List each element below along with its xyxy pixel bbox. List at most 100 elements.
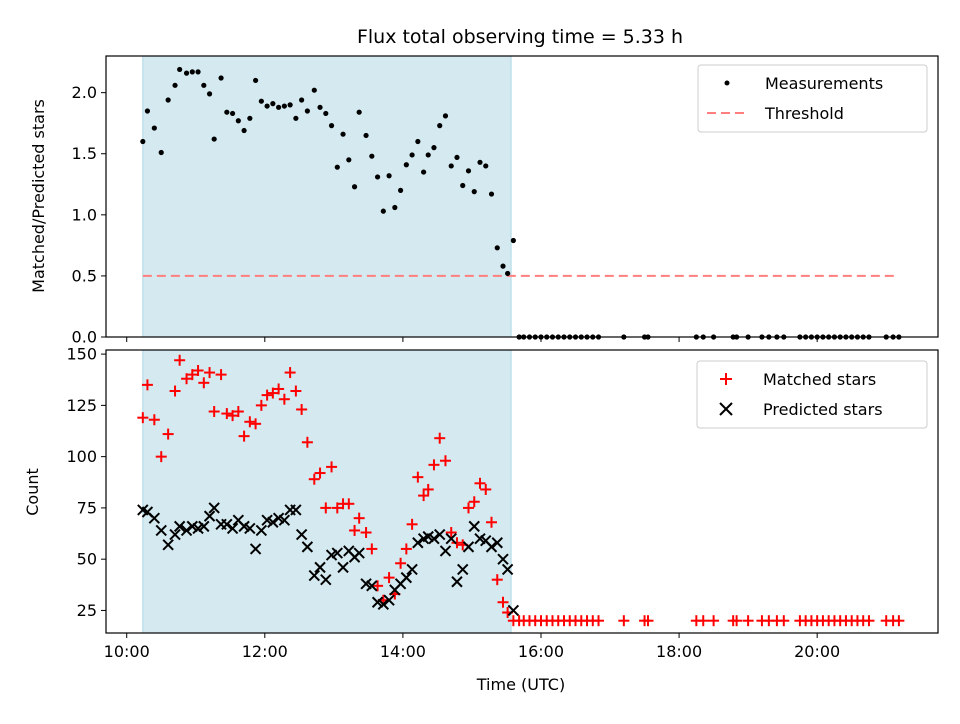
matched-star-point bbox=[267, 387, 279, 399]
measurement-point bbox=[258, 98, 264, 104]
measurement-point bbox=[369, 153, 375, 159]
matched-star-point bbox=[412, 471, 424, 483]
predicted-star-point bbox=[255, 524, 268, 537]
top-panel: 0.00.51.01.52.0 Matched/Predicted stars … bbox=[29, 55, 939, 347]
measurement-point bbox=[317, 104, 323, 110]
measurement-point bbox=[211, 136, 217, 142]
measurement-point bbox=[158, 149, 164, 156]
top-y-axis-label: Matched/Predicted stars bbox=[29, 99, 48, 293]
measurement-point bbox=[351, 184, 358, 190]
bottom-y-tick-label: 150 bbox=[66, 345, 97, 364]
predicted-star-point bbox=[451, 576, 463, 588]
measurements-legend-marker bbox=[724, 80, 730, 86]
matched-star-point bbox=[497, 596, 509, 608]
matched-star-point bbox=[445, 527, 457, 539]
predicted-star-point bbox=[180, 524, 193, 537]
matched-star-point bbox=[148, 414, 160, 426]
top-y-tick-label: 2.0 bbox=[72, 83, 97, 102]
measurement-point bbox=[328, 123, 335, 129]
measurement-point bbox=[195, 69, 201, 75]
measurement-point bbox=[500, 263, 506, 269]
predicted-star-point bbox=[485, 541, 498, 553]
measurement-point bbox=[374, 174, 381, 180]
measurement-point bbox=[287, 102, 293, 108]
predicted-star-point bbox=[434, 528, 446, 541]
measurement-point bbox=[299, 97, 305, 103]
measurement-point bbox=[172, 82, 178, 88]
measurement-point bbox=[505, 270, 511, 277]
measurement-point bbox=[356, 109, 362, 115]
matched-star-point bbox=[221, 408, 233, 420]
matched-star-point bbox=[198, 377, 210, 389]
predicted-star-point bbox=[491, 537, 503, 549]
predicted-star-point bbox=[377, 598, 390, 610]
threshold-legend-label: Threshold bbox=[764, 104, 844, 123]
measurement-point bbox=[363, 132, 369, 139]
matched-star-point bbox=[366, 543, 378, 555]
matched-star-point bbox=[208, 406, 220, 418]
matched-star-point bbox=[406, 518, 418, 530]
measurement-point bbox=[311, 87, 317, 93]
matched-star-point bbox=[308, 473, 320, 485]
matched-star-point bbox=[863, 615, 875, 627]
measurement-point bbox=[201, 82, 207, 88]
predicted-star-point bbox=[501, 563, 514, 576]
measurement-point bbox=[165, 97, 171, 103]
bottom-y-tick-label: 50 bbox=[77, 550, 97, 569]
matched-star-point bbox=[162, 428, 174, 440]
matched-star-point bbox=[474, 477, 486, 489]
matched-star-point bbox=[422, 483, 434, 495]
matched-star-point bbox=[418, 490, 430, 502]
matched-star-point bbox=[141, 379, 153, 391]
matched-star-point bbox=[192, 365, 204, 377]
x-tick-label: 14:00 bbox=[380, 642, 426, 661]
measurement-point bbox=[425, 152, 431, 158]
measurement-point bbox=[421, 169, 427, 175]
measurement-point bbox=[346, 157, 352, 163]
matched-legend-label: Matched stars bbox=[763, 370, 876, 389]
measurement-point bbox=[144, 108, 151, 114]
measurement-point bbox=[477, 159, 483, 165]
measurement-point bbox=[510, 237, 516, 244]
matched-star-point bbox=[434, 432, 446, 444]
bottom-y-axis-label: Count bbox=[23, 468, 42, 516]
matched-star-point bbox=[343, 498, 355, 510]
measurement-point bbox=[431, 145, 437, 151]
matched-star-point bbox=[400, 543, 412, 555]
matched-star-point bbox=[731, 615, 743, 627]
measurement-point bbox=[241, 127, 247, 134]
matched-star-point bbox=[174, 354, 186, 366]
measurement-point bbox=[235, 118, 241, 124]
x-axis-label: Time (UTC) bbox=[476, 675, 565, 694]
matched-star-point bbox=[301, 436, 313, 448]
measurement-point bbox=[386, 173, 392, 179]
predicted-star-point bbox=[412, 537, 424, 549]
measurement-point bbox=[224, 109, 230, 115]
matched-star-point bbox=[250, 418, 262, 430]
matched-star-point bbox=[326, 461, 338, 473]
bottom-y-tick-label: 100 bbox=[66, 447, 97, 466]
measurement-point bbox=[465, 168, 472, 174]
measurement-point bbox=[483, 163, 489, 169]
predicted-star-point bbox=[445, 532, 457, 545]
measurement-point bbox=[494, 245, 500, 251]
measurement-point bbox=[229, 110, 236, 117]
measurement-point bbox=[151, 125, 157, 131]
measurement-point bbox=[409, 152, 415, 158]
matched-star-point bbox=[290, 385, 302, 397]
measurement-point bbox=[454, 154, 460, 161]
matched-star-point bbox=[593, 615, 605, 627]
matched-star-point bbox=[372, 580, 384, 592]
predicted-star-point bbox=[308, 569, 320, 582]
matched-star-point bbox=[360, 527, 372, 539]
measurement-point bbox=[281, 103, 287, 109]
bottom-legend: Matched stars Predicted stars bbox=[696, 360, 928, 429]
matched-star-point bbox=[278, 393, 290, 405]
measurement-point bbox=[471, 189, 477, 195]
predicted-star-point bbox=[320, 573, 332, 586]
matched-star-point bbox=[697, 615, 709, 627]
matched-star-point bbox=[893, 615, 905, 627]
matched-star-point bbox=[778, 615, 790, 627]
matched-star-point bbox=[155, 451, 167, 463]
